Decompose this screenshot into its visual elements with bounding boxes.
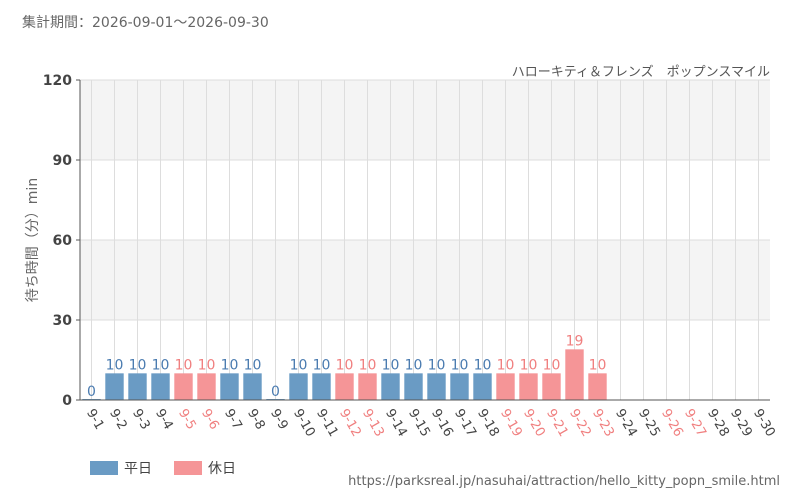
x-tick-label-9-6: 9-6 [198, 407, 222, 433]
value-label-9-15: 10 [405, 357, 423, 373]
value-label-9-20: 10 [520, 357, 538, 373]
legend: 平日 休日 [90, 458, 236, 478]
x-tick-label-9-13: 9-13 [359, 407, 387, 440]
band [80, 240, 770, 320]
value-label-9-22: 19 [566, 333, 584, 349]
value-label-9-5: 10 [175, 357, 193, 373]
x-tick-label-9-16: 9-16 [428, 407, 456, 440]
legend-item-weekday: 平日 [90, 458, 152, 478]
x-tick-label-9-19: 9-19 [497, 407, 525, 440]
bar-9-21 [542, 373, 561, 400]
bar-9-15 [404, 373, 423, 400]
y-tick-label-120: 120 [43, 73, 72, 89]
bar-9-11 [312, 373, 331, 400]
value-label-9-23: 10 [589, 357, 607, 373]
legend-swatch-weekday [90, 461, 118, 475]
bar-9-23 [588, 373, 607, 400]
value-label-9-7: 10 [221, 357, 239, 373]
x-tick-label-9-20: 9-20 [520, 407, 548, 440]
x-tick-label-9-27: 9-27 [681, 407, 709, 440]
value-label-9-21: 10 [543, 357, 561, 373]
x-tick-label-9-22: 9-22 [566, 407, 594, 440]
bar-9-3 [128, 373, 147, 400]
y-tick-label-90: 90 [53, 153, 73, 169]
legend-swatch-holiday [174, 461, 202, 475]
gridlines [80, 79, 770, 400]
x-tick-label-9-5: 9-5 [175, 407, 199, 433]
value-label-9-9: 0 [271, 384, 280, 400]
x-tick-label-9-14: 9-14 [382, 407, 410, 440]
y-tick-labels: 0 30 60 90 120 [43, 73, 72, 409]
x-tick-label-9-7: 9-7 [221, 407, 245, 433]
x-tick-label-9-15: 9-15 [405, 407, 433, 440]
x-tick-label-9-29: 9-29 [727, 407, 755, 440]
value-label-9-17: 10 [451, 357, 469, 373]
x-tick-label-9-2: 9-2 [106, 407, 130, 433]
x-tick-label-9-24: 9-24 [612, 407, 640, 440]
background-bands [80, 80, 770, 320]
value-label-9-3: 10 [129, 357, 147, 373]
bar-9-19 [496, 373, 515, 400]
value-label-9-12: 10 [336, 357, 354, 373]
y-tick-label-30: 30 [53, 313, 73, 329]
x-tick-label-9-10: 9-10 [290, 407, 318, 440]
x-tick-label-9-17: 9-17 [451, 407, 479, 440]
axes [76, 79, 770, 401]
x-tick-label-9-3: 9-3 [129, 407, 153, 433]
bar-9-10 [289, 373, 308, 400]
bar-9-12 [335, 373, 354, 400]
bar-9-2 [105, 373, 124, 400]
value-label-9-19: 10 [497, 357, 515, 373]
x-tick-label-9-4: 9-4 [152, 407, 176, 433]
x-tick-label-9-12: 9-12 [336, 407, 364, 440]
x-tick-label-9-9: 9-9 [267, 407, 291, 433]
x-tick-label-9-23: 9-23 [589, 407, 617, 440]
bar-9-13 [358, 373, 377, 400]
value-labels: 0 10 10 10 10 10 10 10 0 10 10 10 10 10 10 10 10 10 10 10 10… [87, 333, 606, 400]
value-label-9-10: 10 [290, 357, 308, 373]
bar-9-17 [450, 373, 469, 400]
x-tick-label-9-25: 9-25 [635, 407, 663, 440]
value-label-9-18: 10 [474, 357, 492, 373]
y-tick-label-60: 60 [53, 233, 73, 249]
bar-9-6 [197, 373, 216, 400]
legend-label-holiday: 休日 [208, 461, 236, 477]
value-label-9-1: 0 [87, 384, 96, 400]
bar-9-4 [151, 373, 170, 400]
band [80, 80, 770, 160]
bar-9-20 [519, 373, 538, 400]
source-url: https://parksreal.jp/nasuhai/attraction/… [348, 474, 780, 489]
value-label-9-6: 10 [198, 357, 216, 373]
x-tick-label-9-26: 9-26 [658, 407, 686, 440]
x-tick-label-9-1: 9-1 [83, 407, 107, 433]
attraction-name: ハローキティ＆フレンズ ポップンスマイル [511, 65, 770, 80]
bar-9-14 [381, 373, 400, 400]
x-tick-labels: 9-1 9-2 9-3 9-4 9-5 9-6 9-7 9-8 9-9 9-109-119-129… [83, 407, 778, 440]
legend-label-weekday: 平日 [124, 461, 152, 477]
x-tick-label-9-11: 9-11 [313, 407, 341, 440]
period-label: 集計期間：2026-09-01～2026-09-30 [22, 15, 269, 31]
value-label-9-4: 10 [152, 357, 170, 373]
bar-9-16 [427, 373, 446, 400]
x-tick-label-9-30: 9-30 [750, 407, 778, 440]
x-tick-label-9-28: 9-28 [704, 407, 732, 440]
bar-9-7 [220, 373, 239, 400]
bar-9-22 [565, 349, 584, 400]
bar-9-8 [243, 373, 262, 400]
x-tick-label-9-21: 9-21 [543, 407, 571, 440]
value-label-9-13: 10 [359, 357, 377, 373]
bar-9-18 [473, 373, 492, 400]
x-tick-label-9-8: 9-8 [244, 407, 268, 433]
value-label-9-8: 10 [244, 357, 262, 373]
y-tick-label-0: 0 [62, 393, 72, 409]
value-label-9-2: 10 [106, 357, 124, 373]
bar-9-5 [174, 373, 193, 400]
bars [82, 349, 607, 400]
x-tick-label-9-18: 9-18 [474, 407, 502, 440]
legend-item-holiday: 休日 [174, 458, 236, 478]
value-label-9-11: 10 [313, 357, 331, 373]
value-label-9-14: 10 [382, 357, 400, 373]
value-label-9-16: 10 [428, 357, 446, 373]
